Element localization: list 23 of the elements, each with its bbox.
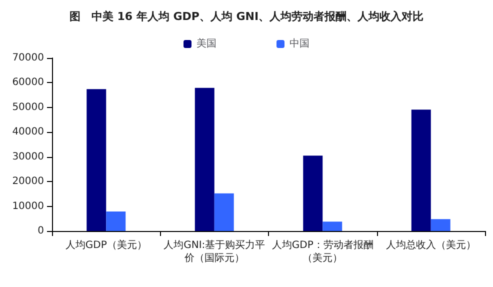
y-tick-label: 70000: [12, 52, 44, 64]
y-tick-label: 40000: [12, 126, 44, 138]
y-tick-label: 30000: [12, 151, 44, 162]
bar: [106, 211, 126, 231]
legend-label: 中国: [290, 38, 310, 50]
bar: [214, 193, 234, 231]
x-tick-label: 人均总收入（美元）: [386, 239, 476, 251]
y-tick-label: 0: [38, 226, 44, 236]
legend-label: 美国: [196, 38, 216, 50]
y-tick-label: 60000: [12, 77, 44, 88]
chart-title: 图 中美 16 年人均 GDP、人均 GNI、人均劳动者报酬、人均收入对比: [69, 10, 424, 23]
bar: [430, 219, 450, 231]
bar: [303, 156, 323, 231]
x-tick-label: 人均GDP：劳动者报酬（美元）: [272, 239, 374, 264]
y-tick-label: 50000: [12, 102, 44, 113]
y-tick-label: 20000: [12, 176, 44, 188]
bar: [322, 222, 342, 231]
bar: [194, 88, 214, 231]
x-tick-label: 人均GNI:基于购买力平价（国际元）: [164, 239, 266, 264]
bar: [411, 110, 431, 231]
y-tick-label: 10000: [12, 200, 44, 212]
x-tick-label: 人均GDP（美元）: [65, 239, 147, 251]
bar: [86, 89, 106, 231]
